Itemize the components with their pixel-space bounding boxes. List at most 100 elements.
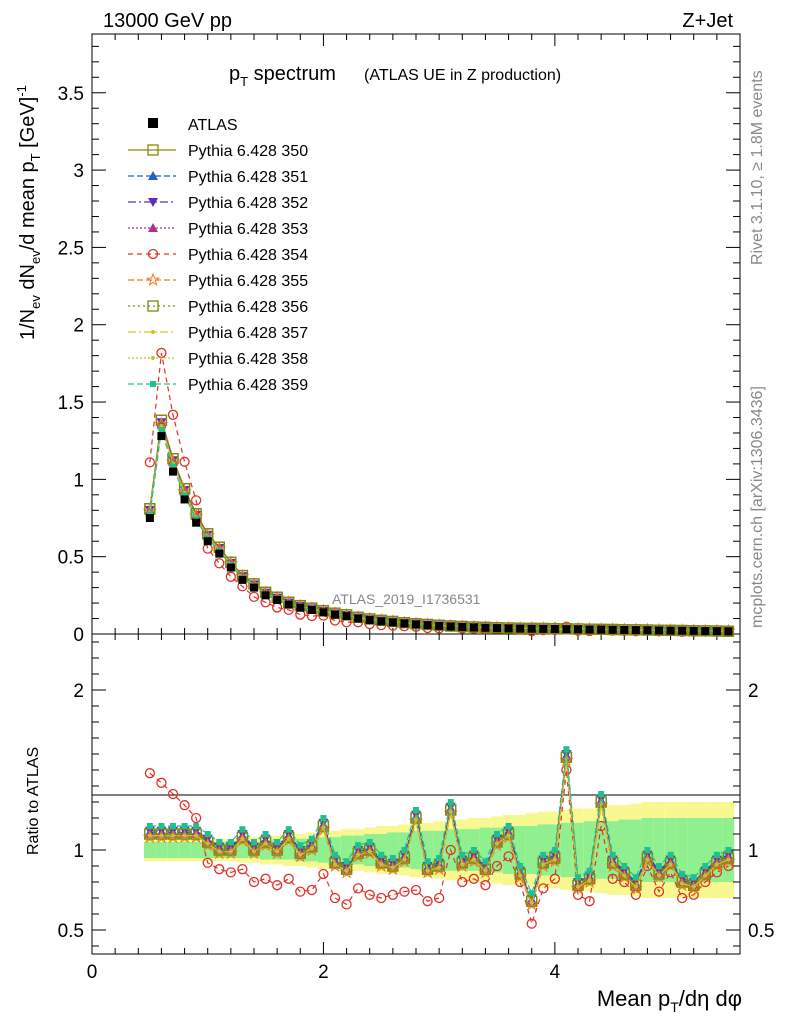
ratio-358-point	[425, 868, 430, 873]
ratio-359-point	[690, 874, 697, 881]
band-inner	[433, 830, 445, 870]
atlas-point	[354, 614, 363, 623]
legend-label-355: Pythia 6.428 355	[188, 273, 308, 290]
ratio-358-point	[668, 862, 673, 867]
ratio-358-point	[379, 862, 384, 867]
atlas-point	[423, 621, 432, 630]
series-354-point	[202, 543, 213, 554]
band-inner	[491, 827, 503, 873]
atlas-point	[585, 625, 594, 634]
ratio-359-point	[227, 839, 234, 845]
ratio-354-point	[538, 883, 549, 894]
band-inner	[653, 818, 665, 882]
ratio-358-point	[356, 852, 361, 857]
ratio-358-point	[194, 833, 199, 838]
atlas-point	[435, 621, 444, 630]
ratio-359-point	[355, 842, 362, 849]
ratio-354-point	[422, 896, 433, 907]
y-tick-label: 0.5	[58, 548, 84, 569]
title-main-tail: spectrum	[248, 63, 336, 85]
band-inner	[144, 842, 156, 858]
ratio-354-point	[295, 886, 306, 897]
ratio-354-point	[480, 880, 491, 891]
ratio-358-point	[367, 849, 372, 854]
ratio-354-point	[190, 812, 202, 824]
ratio-tick-label-right: 1	[748, 841, 759, 862]
atlas-point	[504, 624, 513, 633]
ratio-359-point	[725, 847, 732, 853]
ratio-358-point	[402, 857, 407, 862]
legend-marker-357	[151, 330, 155, 334]
ratio-358-point	[240, 836, 245, 841]
atlas-point	[608, 625, 617, 634]
atlas-point	[145, 514, 154, 523]
ratio-358-point	[714, 862, 719, 867]
atlas-point	[180, 495, 189, 504]
ratio-359-point	[274, 839, 281, 845]
band-inner	[560, 822, 573, 878]
legend-marker-atlas	[148, 118, 158, 128]
title-main: p	[229, 63, 240, 85]
ratio-359-point	[517, 863, 524, 869]
atlas-point	[724, 627, 733, 636]
ratio-354-point	[283, 873, 294, 884]
atlas-point	[192, 518, 201, 527]
legend-marker-359	[150, 381, 156, 387]
legend-label-356: Pythia 6.428 356	[188, 299, 308, 316]
ratio-359-point	[482, 858, 489, 865]
ratio-359-point	[413, 807, 419, 813]
band-inner	[155, 842, 168, 858]
ratio-359-point	[459, 851, 466, 858]
band-inner	[583, 821, 596, 879]
ratio-358-point	[680, 881, 685, 886]
ratio-358-point	[657, 873, 661, 878]
band-inner	[421, 830, 434, 870]
band-inner	[699, 818, 712, 882]
ratio-359-point	[551, 847, 558, 853]
y-tick-label: 3.5	[58, 84, 84, 105]
y-tick-label: 1	[73, 470, 84, 491]
ratio-358-point	[703, 873, 708, 878]
ratio-358-point	[252, 849, 256, 854]
ratio-359-point	[262, 831, 269, 837]
ratio-354-point	[410, 884, 422, 896]
legend-label-350: Pythia 6.428 350	[188, 143, 308, 160]
ratio-359-point	[181, 823, 188, 829]
x-tick-label: 4	[550, 962, 561, 983]
ratio-358-point	[495, 841, 499, 846]
band-inner	[201, 842, 214, 858]
ratio-359-point	[621, 863, 628, 869]
ratio-358-point	[217, 849, 222, 854]
atlas-point	[666, 626, 675, 635]
band-inner	[687, 818, 700, 882]
band-inner	[525, 826, 538, 874]
legend-marker-350	[147, 144, 159, 156]
band-inner	[630, 819, 642, 881]
main-series	[142, 347, 736, 638]
band-inner	[375, 834, 388, 866]
atlas-point	[655, 626, 663, 635]
legend-marker-358	[151, 356, 155, 360]
series-354-point	[179, 456, 190, 467]
atlas-point	[712, 627, 721, 636]
atlas-point	[412, 620, 420, 629]
ratio-359-point	[713, 851, 720, 858]
ratio-358-point	[518, 873, 523, 878]
analysis-id: ATLAS_2019_I1736531	[332, 591, 481, 607]
ratio-358-point	[321, 825, 326, 830]
atlas-point	[215, 549, 224, 558]
atlas-point	[574, 625, 582, 634]
series-356-point	[398, 616, 411, 629]
atlas-point	[157, 432, 166, 441]
ratio-359-point	[494, 831, 500, 837]
ratio-359-point	[204, 831, 211, 837]
ratio-358-point	[171, 833, 175, 838]
ratio-359-point	[586, 867, 593, 874]
ratio-359-point	[193, 823, 200, 829]
band-inner	[387, 832, 399, 868]
series-354-point	[271, 602, 283, 613]
ratio-358-point	[483, 868, 488, 873]
series-354-point	[225, 571, 237, 582]
ratio-359-point	[216, 839, 223, 845]
